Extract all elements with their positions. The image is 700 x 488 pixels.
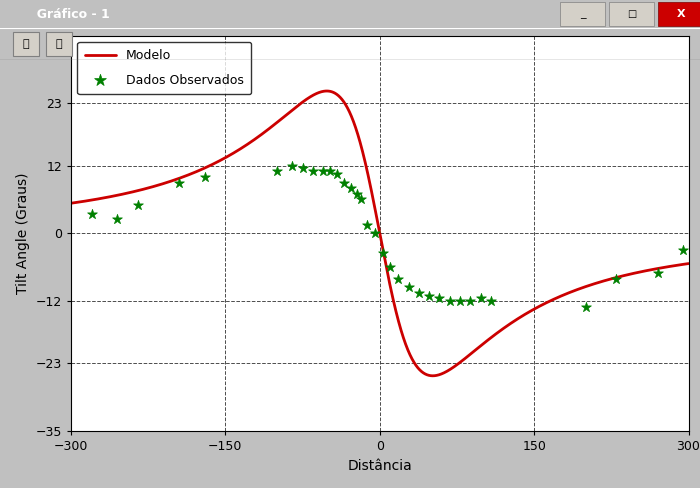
Dados Observados [338, 179, 349, 186]
Dados Observados [297, 164, 308, 172]
Modelo [685, 261, 693, 266]
Text: □: □ [627, 9, 636, 19]
FancyBboxPatch shape [658, 2, 700, 26]
Dados Observados [271, 167, 282, 175]
Modelo [606, 276, 615, 282]
Dados Observados [424, 292, 435, 300]
Dados Observados [351, 190, 363, 198]
Text: Gráfico - 1: Gráfico - 1 [28, 7, 110, 20]
Dados Observados [454, 297, 466, 305]
Dados Observados [580, 303, 592, 311]
Dados Observados [199, 173, 211, 181]
Dados Observados [112, 215, 123, 223]
Text: ⎘: ⎘ [22, 39, 29, 49]
Dados Observados [377, 249, 388, 257]
Modelo [137, 187, 146, 193]
Modelo [323, 88, 331, 94]
Dados Observados [434, 294, 445, 302]
Modelo [304, 96, 312, 102]
Dados Observados [475, 294, 486, 302]
Dados Observados [384, 264, 395, 271]
FancyBboxPatch shape [560, 2, 606, 26]
Modelo [66, 200, 75, 206]
Dados Observados [393, 275, 404, 283]
Dados Observados [362, 221, 373, 229]
Modelo [428, 373, 437, 379]
Dados Observados [413, 289, 424, 297]
Dados Observados [318, 167, 329, 175]
Y-axis label: Tilt Angle (Graus): Tilt Angle (Graus) [16, 173, 30, 294]
Dados Observados [444, 297, 455, 305]
Dados Observados [403, 283, 414, 291]
Dados Observados [307, 167, 318, 175]
Text: X: X [676, 9, 685, 19]
Text: 🖨: 🖨 [55, 39, 62, 49]
Dados Observados [132, 201, 144, 209]
Dados Observados [485, 297, 496, 305]
Dados Observados [678, 246, 689, 254]
Dados Observados [331, 170, 342, 178]
Modelo [174, 176, 182, 182]
Line: Modelo: Modelo [71, 91, 689, 376]
Text: _: _ [580, 9, 586, 19]
Dados Observados [611, 275, 622, 283]
Dados Observados [465, 297, 476, 305]
FancyBboxPatch shape [609, 2, 654, 26]
Dados Observados [287, 162, 298, 169]
Dados Observados [345, 184, 356, 192]
Dados Observados [369, 229, 380, 237]
Legend: Modelo, Dados Observados: Modelo, Dados Observados [77, 42, 251, 94]
Dados Observados [174, 179, 185, 186]
Modelo [673, 263, 681, 268]
FancyBboxPatch shape [13, 32, 39, 56]
Dados Observados [325, 167, 336, 175]
Dados Observados [86, 210, 97, 218]
FancyBboxPatch shape [46, 32, 72, 56]
Modelo [330, 90, 339, 96]
Dados Observados [652, 269, 663, 277]
Dados Observados [356, 196, 367, 203]
X-axis label: Distância: Distância [347, 459, 412, 473]
